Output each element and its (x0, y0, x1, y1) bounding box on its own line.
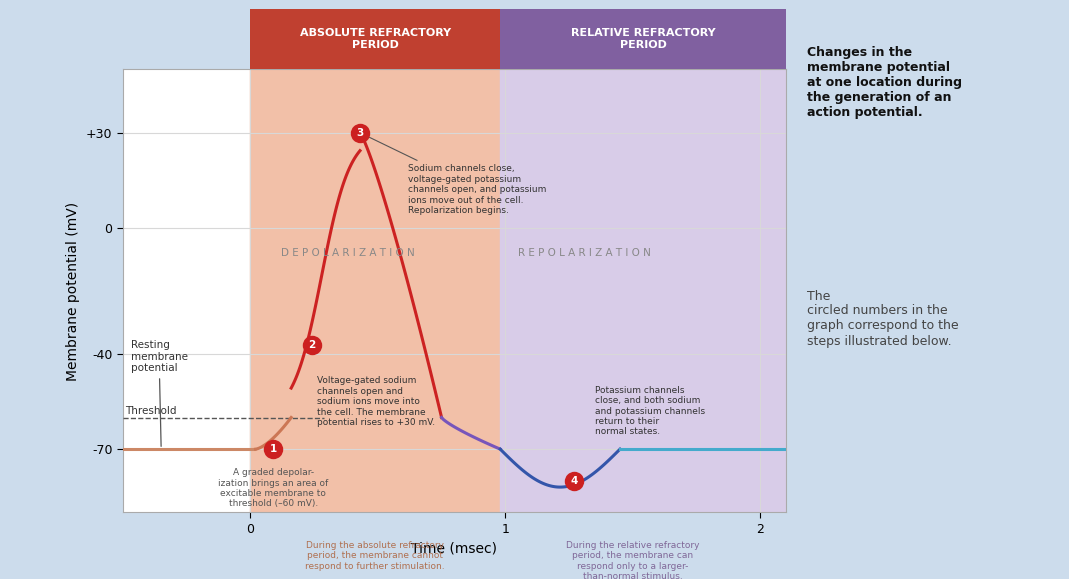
Text: 1: 1 (269, 444, 277, 454)
Text: 3: 3 (356, 128, 363, 138)
Text: D E P O L A R I Z A T I O N: D E P O L A R I Z A T I O N (281, 248, 415, 258)
Text: Potassium channels
close, and both sodium
and potassium channels
return to their: Potassium channels close, and both sodiu… (594, 386, 704, 437)
Bar (250, 69, 500, 512)
Text: A graded depolar-
ization brings an area of
excitable membrane to
threshold (–60: A graded depolar- ization brings an area… (218, 468, 328, 508)
Bar (500, 69, 786, 512)
Text: Changes in the
membrane potential
at one location during
the generation of an
ac: Changes in the membrane potential at one… (807, 46, 962, 119)
Text: During the relative refractory
period, the membrane can
respond only to a larger: During the relative refractory period, t… (566, 541, 699, 579)
Y-axis label: Membrane potential (mV): Membrane potential (mV) (66, 201, 80, 380)
Text: 4: 4 (571, 476, 578, 486)
X-axis label: Time (msec): Time (msec) (412, 541, 497, 555)
Text: During the absolute refractory
period, the membrane cannot
respond to further st: During the absolute refractory period, t… (306, 541, 445, 571)
Text: Resting
membrane
potential: Resting membrane potential (130, 340, 187, 446)
Text: RELATIVE REFRACTORY
PERIOD: RELATIVE REFRACTORY PERIOD (571, 28, 715, 50)
Text: 2: 2 (308, 340, 315, 350)
Text: Threshold: Threshold (125, 406, 177, 416)
Text: The
circled numbers in the
graph correspond to the
steps illustrated below.: The circled numbers in the graph corresp… (807, 290, 959, 347)
Text: Sodium channels close,
voltage-gated potassium
channels open, and potassium
ions: Sodium channels close, voltage-gated pot… (362, 134, 547, 215)
Text: ABSOLUTE REFRACTORY
PERIOD: ABSOLUTE REFRACTORY PERIOD (299, 28, 451, 50)
Text: R E P O L A R I Z A T I O N: R E P O L A R I Z A T I O N (518, 248, 651, 258)
Text: Voltage-gated sodium
channels open and
sodium ions move into
the cell. The membr: Voltage-gated sodium channels open and s… (316, 376, 435, 427)
